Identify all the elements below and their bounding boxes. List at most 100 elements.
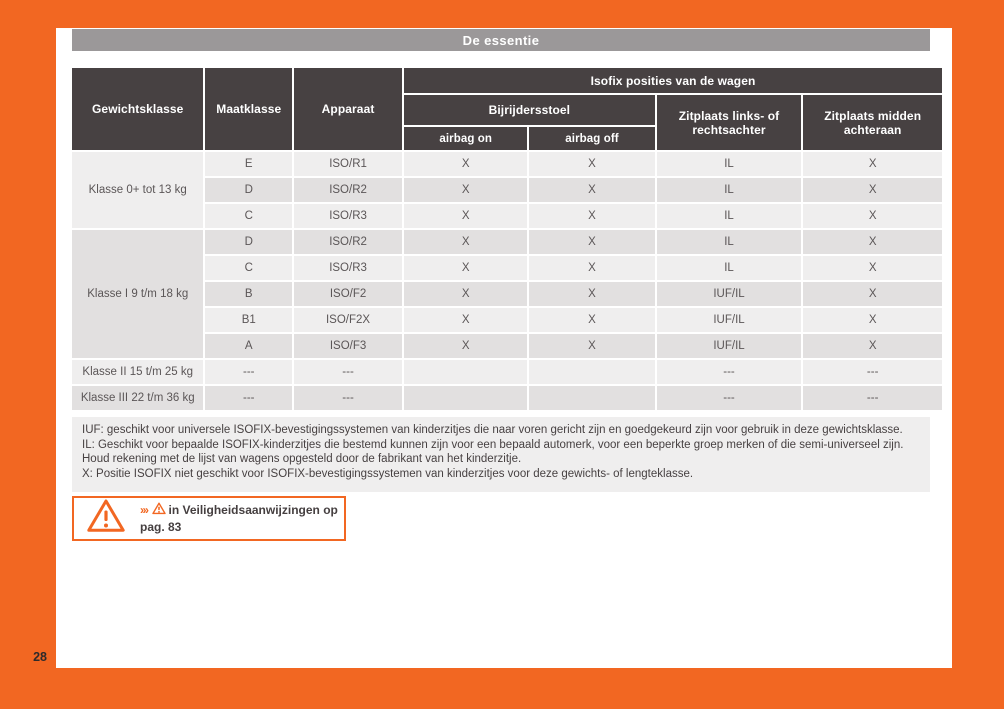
table-row: A ISO/F3 X X IUF/IL X bbox=[72, 334, 942, 358]
page-number: 28 bbox=[33, 650, 47, 664]
table-row: D ISO/R2 X X IL X bbox=[72, 178, 942, 202]
table-row: B1 ISO/F2X X X IUF/IL X bbox=[72, 308, 942, 332]
gewichtsklasse-group-cell: Klasse I 9 t/m 18 kg bbox=[72, 230, 204, 358]
rear-side-seat-cell: IUF/IL bbox=[656, 308, 802, 332]
maatklasse-cell: D bbox=[205, 230, 293, 254]
rear-side-seat-cell: IL bbox=[656, 204, 802, 228]
column-header-zitplaats-links: Zitplaats links- of rechtsachter bbox=[656, 95, 802, 150]
warning-triangle-icon bbox=[86, 498, 126, 539]
airbag-on-cell: X bbox=[404, 334, 528, 358]
apparaat-cell: ISO/R3 bbox=[294, 204, 403, 228]
airbag-off-cell bbox=[529, 360, 655, 384]
table-row: Klasse II 15 t/m 25 kg --- --- --- --- bbox=[72, 360, 942, 384]
rear-middle-seat-cell: X bbox=[803, 282, 942, 306]
rear-side-seat-cell: IL bbox=[656, 178, 802, 202]
column-header-maatklasse: Maatklasse bbox=[205, 68, 293, 150]
apparaat-cell: --- bbox=[294, 360, 403, 384]
section-title-bar: De essentie bbox=[72, 29, 930, 51]
apparaat-cell: ISO/R1 bbox=[294, 152, 403, 176]
rear-middle-seat-cell: X bbox=[803, 334, 942, 358]
airbag-off-cell bbox=[529, 386, 655, 410]
airbag-off-cell: X bbox=[529, 334, 655, 358]
column-header-isofix-positions: Isofix posities van de wagen bbox=[404, 68, 942, 93]
maatklasse-cell: A bbox=[205, 334, 293, 358]
airbag-on-cell: X bbox=[404, 152, 528, 176]
airbag-off-cell: X bbox=[529, 152, 655, 176]
rear-middle-seat-cell: --- bbox=[803, 386, 942, 410]
table-footnotes: IUF: geschikt voor universele ISOFIX-bev… bbox=[72, 417, 930, 492]
rear-side-seat-cell: IL bbox=[656, 230, 802, 254]
rear-middle-seat-cell: --- bbox=[803, 360, 942, 384]
header-row-2: Bijrijdersstoel Zitplaats links- of rech… bbox=[72, 95, 942, 150]
column-header-airbag-off: airbag off bbox=[529, 127, 655, 150]
apparaat-cell: ISO/R3 bbox=[294, 256, 403, 280]
airbag-on-cell: X bbox=[404, 282, 528, 306]
apparaat-cell: ISO/R2 bbox=[294, 230, 403, 254]
airbag-on-cell bbox=[404, 360, 528, 384]
column-header-apparaat: Apparaat bbox=[294, 68, 403, 150]
safety-warning-box: ››› in Veiligheidsaanwijzingen op pag. 83 bbox=[72, 496, 346, 541]
rear-side-seat-cell: IL bbox=[656, 256, 802, 280]
warning-reference-text: ››› in Veiligheidsaanwijzingen op pag. 83 bbox=[140, 502, 338, 535]
header-row-3: airbag on airbag off bbox=[72, 127, 942, 150]
rear-middle-seat-cell: X bbox=[803, 256, 942, 280]
apparaat-cell: ISO/F3 bbox=[294, 334, 403, 358]
chevrons-icon: ››› bbox=[140, 502, 149, 517]
airbag-on-cell bbox=[404, 386, 528, 410]
maatklasse-cell: B1 bbox=[205, 308, 293, 332]
rear-middle-seat-cell: X bbox=[803, 178, 942, 202]
table-row: Klasse 0+ tot 13 kg E ISO/R1 X X IL X bbox=[72, 152, 942, 228]
column-header-gewichtsklasse: Gewichtsklasse bbox=[72, 68, 204, 150]
airbag-on-cell: X bbox=[404, 230, 528, 254]
table-row: C ISO/R3 X X IL X bbox=[72, 256, 942, 280]
gewichtsklasse-group-cell: Klasse 0+ tot 13 kg bbox=[72, 152, 204, 228]
small-warning-triangle-icon bbox=[151, 502, 166, 520]
rear-middle-seat-cell: X bbox=[803, 152, 942, 176]
airbag-off-cell: X bbox=[529, 256, 655, 280]
section-title: De essentie bbox=[462, 32, 540, 48]
apparaat-cell: ISO/F2 bbox=[294, 282, 403, 306]
airbag-on-cell: X bbox=[404, 178, 528, 202]
footnote-il: IL: Geschikt voor bepaalde ISOFIX-kinder… bbox=[82, 438, 904, 466]
rear-side-seat-cell: IL bbox=[656, 152, 802, 176]
rear-side-seat-cell: IUF/IL bbox=[656, 282, 802, 306]
maatklasse-cell: B bbox=[205, 282, 293, 306]
footnote-iuf: IUF: geschikt voor universele ISOFIX-bev… bbox=[82, 424, 903, 436]
isofix-positions-table: Gewichtsklasse Maatklasse Apparaat Isofi… bbox=[70, 66, 944, 412]
rear-side-seat-cell: --- bbox=[656, 386, 802, 410]
table-row: Klasse III 22 t/m 36 kg --- --- --- --- bbox=[72, 386, 942, 410]
warning-reference-label: in Veiligheidsaanwijzingen op pag. 83 bbox=[140, 502, 338, 534]
airbag-off-cell: X bbox=[529, 282, 655, 306]
table-row: C ISO/R3 X X IL X bbox=[72, 204, 942, 228]
table-row: Klasse I 9 t/m 18 kg D ISO/R2 X X IL X bbox=[72, 230, 942, 358]
gewichtsklasse-cell: Klasse II 15 t/m 25 kg bbox=[72, 360, 204, 384]
maatklasse-cell: --- bbox=[205, 360, 293, 384]
table-row: B ISO/F2 X X IUF/IL X bbox=[72, 282, 942, 306]
rear-side-seat-cell: --- bbox=[656, 360, 802, 384]
rear-side-seat-cell: IUF/IL bbox=[656, 334, 802, 358]
maatklasse-cell: --- bbox=[205, 386, 293, 410]
rear-middle-seat-cell: X bbox=[803, 308, 942, 332]
airbag-on-cell: X bbox=[404, 308, 528, 332]
airbag-off-cell: X bbox=[529, 308, 655, 332]
apparaat-cell: --- bbox=[294, 386, 403, 410]
rear-middle-seat-cell: X bbox=[803, 204, 942, 228]
maatklasse-cell: E bbox=[205, 152, 293, 176]
header-row-1: Gewichtsklasse Maatklasse Apparaat Isofi… bbox=[72, 68, 942, 150]
maatklasse-cell: C bbox=[205, 256, 293, 280]
rear-middle-seat-cell: X bbox=[803, 230, 942, 254]
apparaat-cell: ISO/R2 bbox=[294, 178, 403, 202]
footnote-x: X: Positie ISOFIX niet geschikt voor ISO… bbox=[82, 468, 694, 481]
column-header-zitplaats-midden: Zitplaats midden achteraan bbox=[803, 95, 942, 150]
airbag-on-cell: X bbox=[404, 256, 528, 280]
column-header-bijrijdersstoel: Bijrijdersstoel bbox=[404, 95, 655, 125]
maatklasse-cell: C bbox=[205, 204, 293, 228]
column-header-airbag-on: airbag on bbox=[404, 127, 528, 150]
airbag-off-cell: X bbox=[529, 230, 655, 254]
airbag-off-cell: X bbox=[529, 204, 655, 228]
maatklasse-cell: D bbox=[205, 178, 293, 202]
page-sheet: De essentie Gewichtsklasse Maatklasse Ap… bbox=[56, 28, 952, 668]
gewichtsklasse-cell: Klasse III 22 t/m 36 kg bbox=[72, 386, 204, 410]
airbag-on-cell: X bbox=[404, 204, 528, 228]
